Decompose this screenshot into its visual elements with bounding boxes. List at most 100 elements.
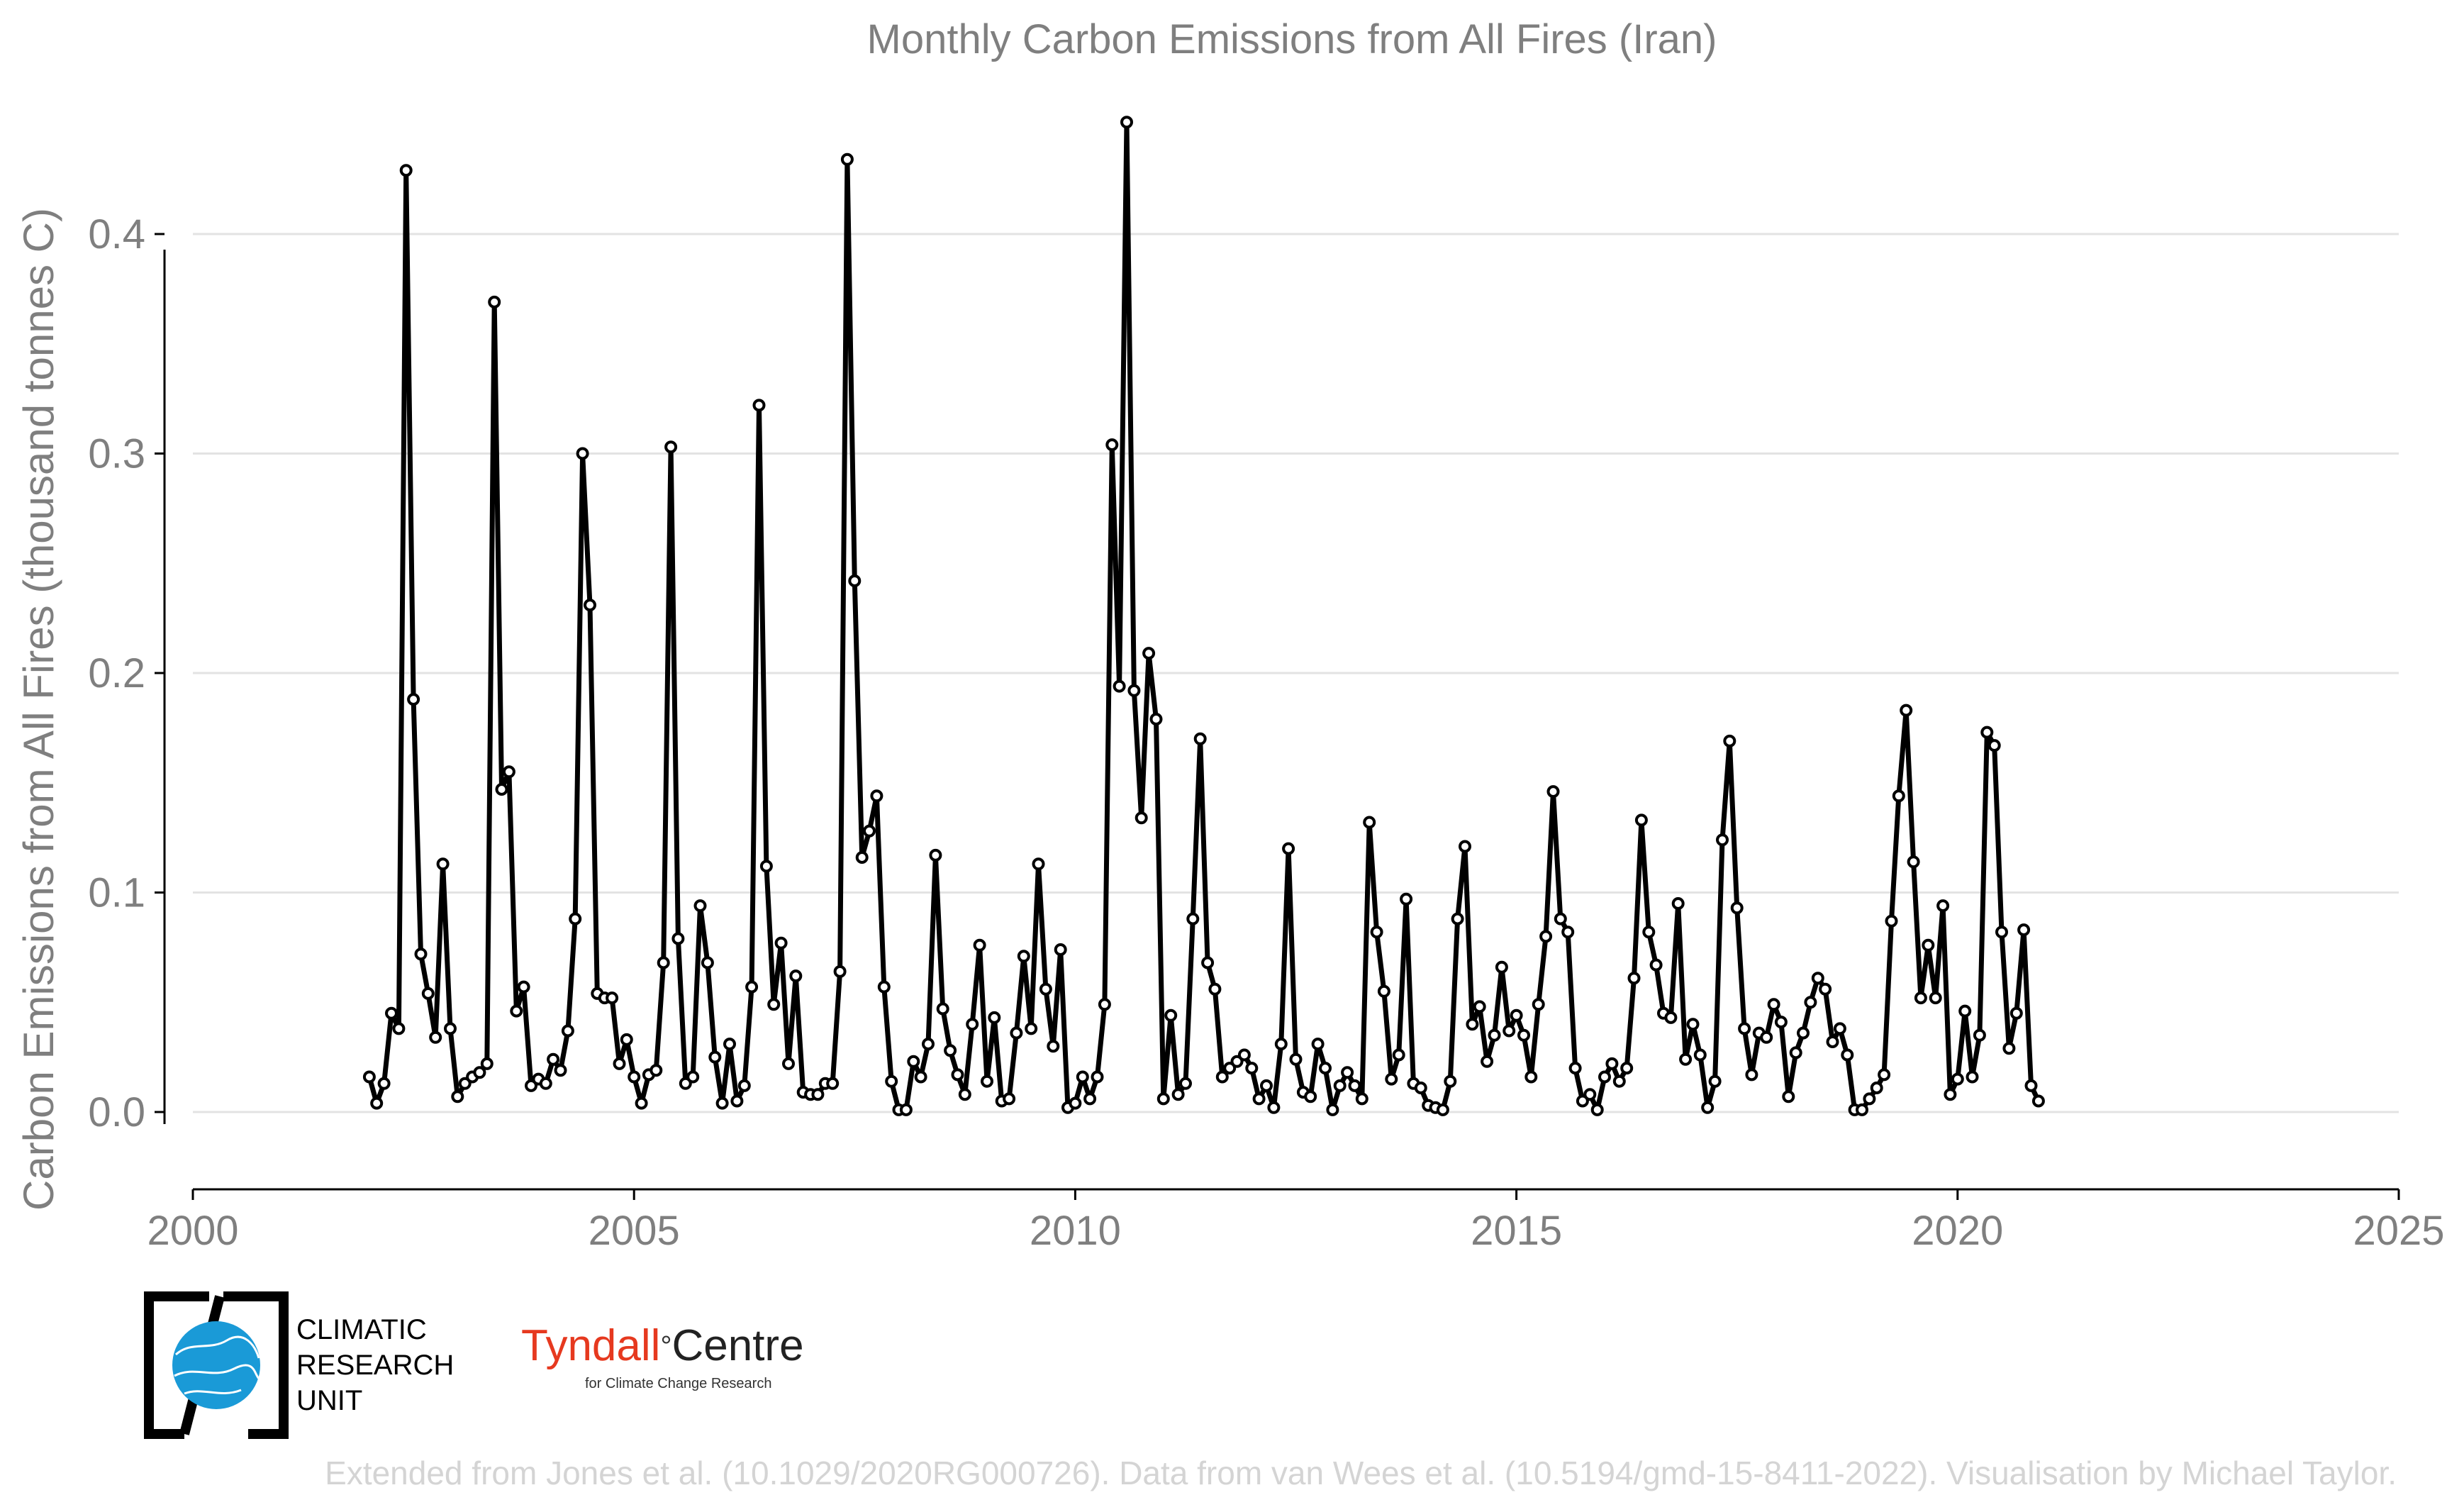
- data-point: [1782, 1090, 1795, 1104]
- data-point: [1760, 1030, 1773, 1044]
- data-point: [451, 1090, 464, 1104]
- data-point: [1083, 1092, 1097, 1106]
- data-point: [1730, 901, 1744, 915]
- data-point: [2002, 1042, 2016, 1055]
- data-point: [635, 1096, 648, 1110]
- data-point: [1444, 1074, 1457, 1088]
- x-tick-label: 2025: [2353, 1208, 2444, 1254]
- data-point: [1495, 960, 1508, 974]
- data-point: [1767, 998, 1780, 1011]
- cru-wordmark: CLIMATIC RESEARCH UNIT: [296, 1312, 454, 1418]
- data-point: [715, 1096, 729, 1110]
- data-point: [1612, 1074, 1626, 1088]
- data-point: [1833, 1022, 1846, 1035]
- data-point: [1488, 1028, 1501, 1042]
- x-tick-label: 2010: [1030, 1208, 1121, 1254]
- data-point: [569, 912, 582, 925]
- data-point: [826, 1077, 840, 1090]
- data-point: [480, 1057, 494, 1070]
- data-point: [1701, 1101, 1715, 1114]
- data-point: [1980, 726, 1994, 739]
- data-point: [1583, 1088, 1597, 1101]
- data-point: [1459, 840, 1471, 853]
- data-point: [1958, 1004, 1972, 1018]
- data-point: [1473, 1000, 1486, 1013]
- data-point: [1863, 1092, 1876, 1106]
- data-point: [1326, 1103, 1339, 1116]
- data-point: [1098, 998, 1111, 1011]
- data-point: [1003, 1092, 1016, 1106]
- data-point: [1590, 1103, 1604, 1116]
- data-point: [1245, 1062, 1259, 1075]
- data-point: [1481, 1055, 1494, 1068]
- data-point: [576, 447, 589, 460]
- data-point: [737, 1079, 751, 1092]
- data-point: [1451, 912, 1464, 925]
- data-point: [1774, 1016, 1788, 1029]
- data-point: [922, 1038, 935, 1051]
- data-point: [840, 152, 854, 166]
- data-point: [723, 1038, 736, 1051]
- data-point: [1142, 647, 1156, 660]
- data-point: [1856, 1103, 1868, 1116]
- data-point: [1708, 1074, 1722, 1088]
- data-point: [907, 1055, 920, 1068]
- data-point: [1532, 998, 1545, 1011]
- data-point: [1745, 1068, 1758, 1082]
- data-point: [1561, 925, 1575, 939]
- data-point: [1466, 1018, 1479, 1031]
- data-point: [539, 1077, 552, 1090]
- data-point: [1069, 1096, 1082, 1110]
- x-tick-label: 2005: [589, 1208, 680, 1254]
- data-point: [2017, 923, 2031, 937]
- cru-logo: CLIMATIC RESEARCH UNIT: [142, 1291, 482, 1440]
- data-point: [1922, 938, 1935, 952]
- data-point: [620, 1033, 633, 1046]
- data-point: [774, 936, 788, 950]
- data-point: [1966, 1070, 1979, 1084]
- data-point: [1010, 1026, 1023, 1040]
- cru-line-1: CLIMATIC: [296, 1314, 427, 1345]
- data-point: [664, 440, 678, 454]
- data-point: [1995, 925, 2008, 939]
- data-point: [752, 399, 766, 412]
- data-point: [1113, 679, 1126, 693]
- tyndall-centre: Centre: [671, 1321, 804, 1370]
- y-tick-label: 0.4: [88, 211, 145, 257]
- series-carbon-emissions: [362, 116, 2045, 1116]
- data-point: [1201, 956, 1215, 969]
- data-point: [1319, 1062, 1332, 1075]
- data-point: [767, 998, 781, 1011]
- data-point: [1627, 972, 1641, 985]
- data-point: [1370, 925, 1383, 939]
- data-point: [899, 1103, 913, 1116]
- data-point: [686, 1070, 700, 1084]
- data-point: [650, 1064, 663, 1077]
- data-point: [1017, 950, 1030, 963]
- data-point: [517, 980, 530, 994]
- data-point: [510, 1004, 523, 1018]
- data-point: [525, 1079, 537, 1092]
- data-point: [1649, 958, 1663, 972]
- data-point: [1878, 1068, 1891, 1082]
- y-tick-labels: 0.0 0.1 0.2 0.3 0.4: [88, 211, 166, 1135]
- data-point: [2009, 1006, 2023, 1020]
- data-point: [914, 1070, 927, 1084]
- data-point: [1811, 972, 1824, 985]
- data-point: [1025, 1022, 1038, 1035]
- data-point: [2031, 1094, 2045, 1108]
- data-point: [1260, 1079, 1273, 1092]
- data-point: [1274, 1038, 1288, 1051]
- data-point: [1135, 811, 1148, 825]
- data-point: [1230, 1055, 1244, 1068]
- data-point: [1127, 684, 1141, 697]
- data-point: [988, 1011, 1001, 1024]
- data-point: [1819, 982, 1832, 996]
- data-point: [1392, 1048, 1405, 1062]
- cru-line-2: RESEARCH: [296, 1350, 455, 1381]
- data-point: [554, 1064, 567, 1077]
- data-point: [561, 1024, 574, 1038]
- data-point: [1503, 1024, 1516, 1038]
- data-point: [929, 848, 942, 862]
